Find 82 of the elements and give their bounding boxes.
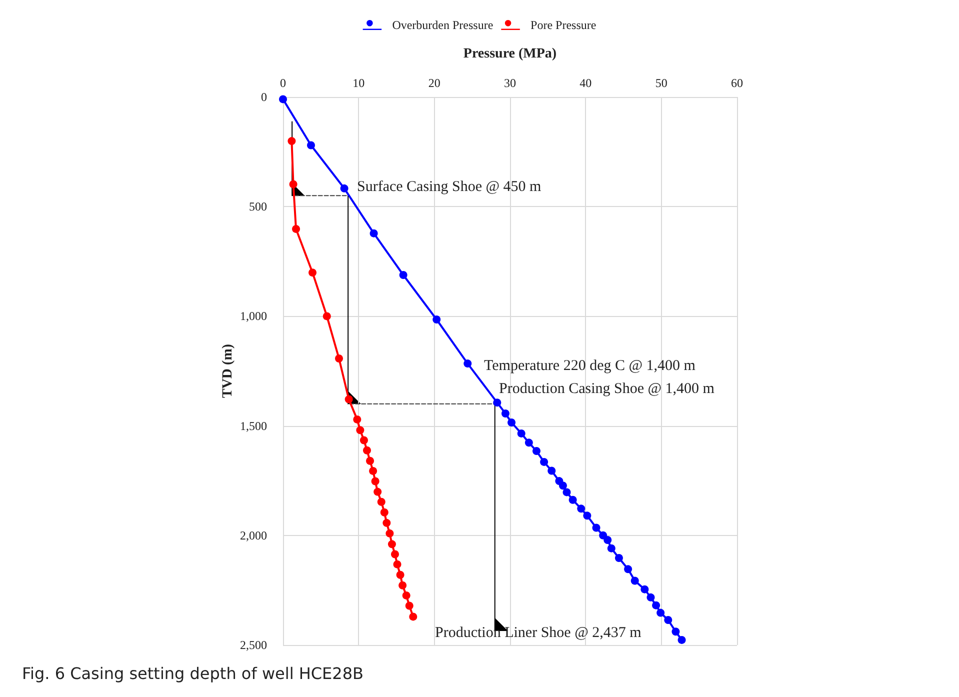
point [353, 415, 362, 424]
point [599, 531, 608, 540]
point [624, 565, 632, 574]
point [374, 488, 382, 496]
point [493, 398, 502, 407]
annotation: Production Casing Shoe @ 1,400 m [499, 381, 715, 397]
point [356, 426, 364, 434]
point [532, 447, 540, 456]
point [370, 229, 378, 238]
x-tick-label: 50 [655, 76, 668, 90]
point [405, 602, 414, 610]
point [366, 456, 374, 465]
point [279, 95, 287, 104]
legend-label: Overburden Pressure [392, 18, 494, 32]
point [393, 560, 402, 568]
point [604, 536, 612, 544]
x-tick-label: 0 [280, 76, 286, 90]
x-tick-label: 40 [580, 76, 592, 90]
point [517, 429, 526, 438]
point [672, 628, 680, 636]
y-tick-label: 2,500 [240, 638, 267, 652]
point [399, 270, 408, 279]
point [292, 224, 300, 233]
point [558, 482, 567, 490]
point [360, 436, 368, 444]
point [340, 184, 348, 192]
point [508, 418, 516, 427]
point [501, 410, 510, 418]
point [307, 141, 315, 150]
point [607, 544, 616, 552]
point [640, 585, 649, 594]
point [646, 593, 655, 602]
point [402, 591, 410, 600]
point [524, 438, 533, 447]
point [630, 576, 639, 585]
point [614, 554, 623, 562]
point [652, 601, 660, 610]
text: Fig. 6 Casing setting depth of well HCE28B [22, 664, 364, 683]
point [377, 498, 386, 506]
point [664, 616, 672, 624]
point [344, 395, 353, 404]
point [592, 524, 600, 532]
point [656, 608, 665, 617]
point [371, 477, 380, 486]
point [396, 570, 404, 579]
x-tick-label: 20 [428, 76, 440, 90]
x-tick-label: 60 [731, 76, 743, 90]
point [308, 268, 317, 277]
y-tick-label: 0 [261, 90, 267, 104]
y-tick-label: 1,500 [240, 418, 267, 433]
point [409, 612, 418, 621]
legend-label: Pore Pressure [530, 18, 596, 32]
y-tick-label: 2,000 [240, 528, 267, 542]
y-tick-label: 1,000 [240, 309, 267, 324]
point [363, 446, 371, 454]
point [288, 137, 296, 146]
y-tick-label: 500 [249, 200, 267, 214]
point [464, 360, 472, 368]
point [386, 529, 394, 538]
point [369, 466, 378, 475]
point [289, 180, 298, 188]
point [568, 496, 577, 504]
point [322, 312, 331, 320]
point [390, 550, 399, 558]
x-axis-title: Pressure (MPa) [463, 46, 557, 62]
point [678, 636, 686, 644]
x-tick-label: 30 [504, 76, 516, 90]
point [548, 466, 556, 475]
point [388, 540, 396, 548]
point [577, 504, 586, 513]
point [540, 458, 548, 466]
point [432, 315, 441, 324]
point [382, 518, 391, 527]
annotation: Temperature 220 deg C @ 1,400 m [484, 358, 696, 374]
point [562, 488, 571, 496]
point [398, 581, 407, 590]
annotation: Surface Casing Shoe @ 450 m [357, 179, 542, 195]
x-tick-label: 10 [352, 76, 365, 90]
point [335, 354, 343, 363]
y-axis-title: TVD (m) [220, 344, 236, 398]
point [380, 508, 388, 516]
point [583, 512, 592, 520]
